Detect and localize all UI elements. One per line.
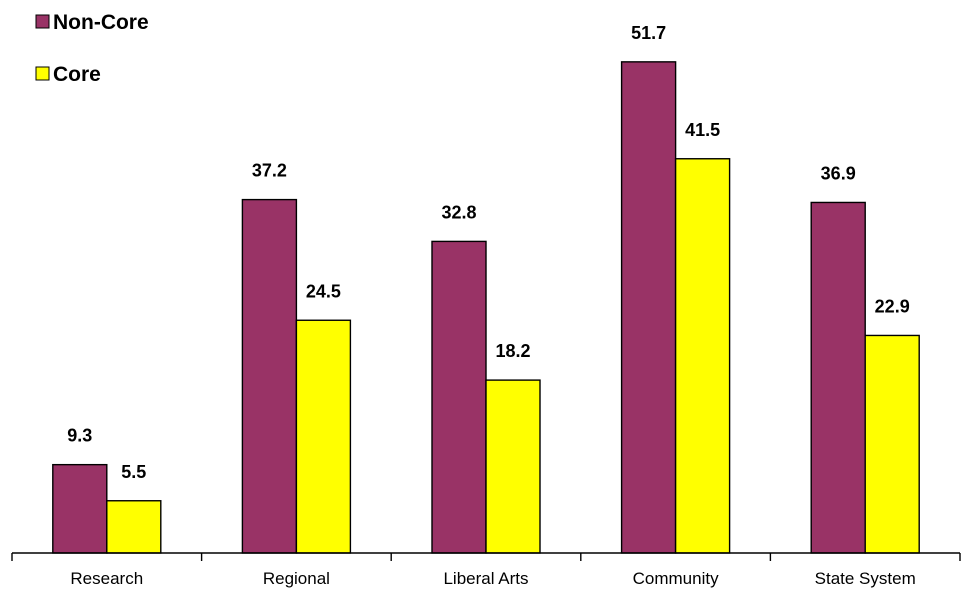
bar-core-research: [106, 500, 162, 554]
legend-label-core: Core: [53, 63, 101, 86]
bar-non-core-liberal-arts: [431, 240, 487, 554]
bar-core-community: [674, 158, 731, 554]
tick-label-regional: Regional: [263, 569, 330, 588]
legend-swatch-non-core: [35, 14, 50, 29]
bar-non-core-research: [52, 463, 108, 554]
bar-core-liberal-arts: [485, 379, 541, 554]
data-label-non-core-liberal-arts: 32.8: [441, 202, 476, 222]
data-label-non-core-regional: 37.2: [252, 161, 287, 181]
data-label-core-liberal-arts: 18.2: [495, 341, 530, 361]
bar-non-core-state-system: [810, 201, 866, 554]
data-label-non-core-state-system: 36.9: [821, 163, 856, 183]
legend-label-non-core: Non-Core: [53, 11, 149, 34]
bar-core-regional: [295, 319, 352, 554]
tick-label-state-system: State System: [815, 569, 916, 588]
bars: [52, 61, 920, 554]
tick-label-community: Community: [633, 569, 719, 588]
x-axis: Research Regional Liberal Arts Community Sta…: [11, 552, 961, 588]
bar-non-core-community: [620, 61, 677, 554]
data-labels: 9.3 5.5 37.2 24.5 32.8 18.2 51.7 41.5 36.9 22.9: [67, 23, 909, 482]
data-label-core-regional: 24.5: [306, 281, 341, 301]
data-label-non-core-community: 51.7: [631, 23, 666, 43]
bar-non-core-regional: [241, 198, 298, 554]
data-label-core-community: 41.5: [685, 120, 720, 140]
legend-swatch-core: [35, 66, 50, 81]
data-label-core-state-system: 22.9: [875, 296, 910, 316]
tick-label-liberal-arts: Liberal Arts: [443, 569, 528, 588]
data-label-non-core-research: 9.3: [67, 426, 92, 446]
tick-label-research: Research: [70, 569, 143, 588]
data-label-core-research: 5.5: [121, 462, 146, 482]
bar-core-state-system: [864, 334, 920, 554]
legend: Non-Core Core: [35, 11, 149, 86]
